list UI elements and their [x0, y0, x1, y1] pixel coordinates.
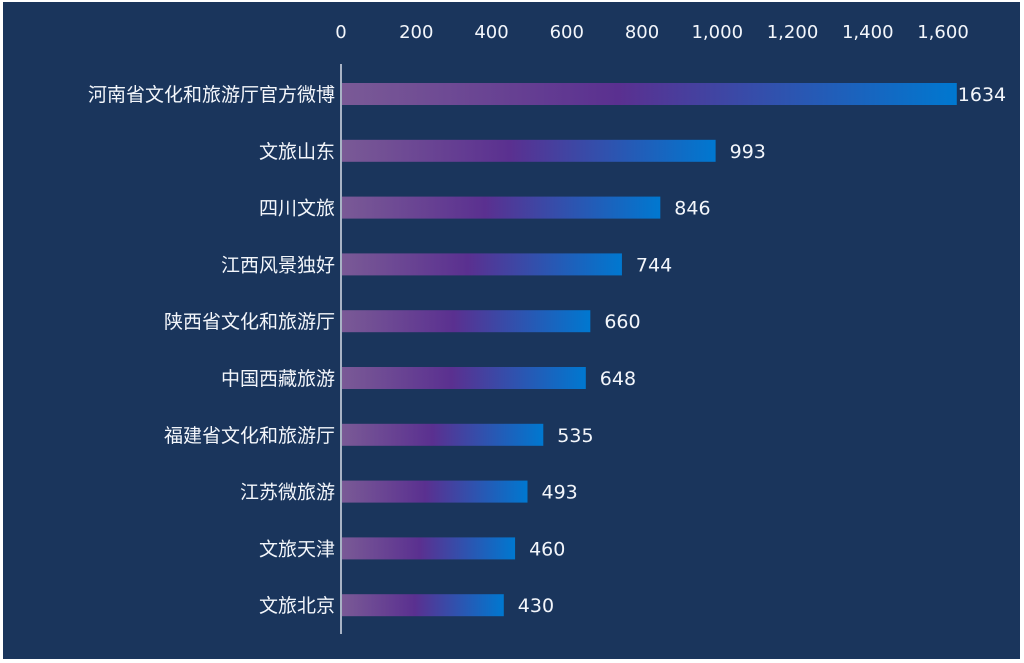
- category-label: 河南省文化和旅游厅官方微博: [88, 84, 335, 106]
- category-label: 中国西藏旅游: [221, 368, 335, 390]
- bar-series: 河南省文化和旅游厅官方微博 1634 文旅山东 993 四川文旅 846 江西风景独好 744…: [88, 83, 1006, 617]
- chart-panel: 0 200 400 600 800 1,000 1,200 1,400 1,600 河南省文化和…: [3, 2, 1020, 659]
- category-label: 四川文旅: [259, 198, 335, 220]
- value-label: 535: [557, 425, 593, 447]
- bar: [342, 423, 544, 446]
- bar: [342, 310, 591, 333]
- category-label: 文旅山东: [259, 141, 335, 163]
- category-label: 文旅天津: [259, 538, 335, 560]
- category-label: 陕西省文化和旅游厅: [164, 311, 335, 333]
- bar: [342, 196, 661, 219]
- x-tick-label: 1,600: [917, 22, 969, 43]
- x-tick-label: 1,200: [767, 22, 819, 43]
- bar: [342, 253, 622, 276]
- x-axis: 0 200 400 600 800 1,000 1,200 1,400 1,600: [335, 22, 968, 43]
- bar: [342, 537, 516, 560]
- x-tick-label: 400: [474, 22, 508, 43]
- bar: [342, 594, 504, 617]
- x-tick-label: 1,400: [842, 22, 894, 43]
- category-label: 文旅北京: [259, 595, 335, 617]
- value-label: 430: [518, 595, 554, 617]
- value-label: 660: [604, 311, 640, 333]
- bar: [342, 139, 716, 162]
- bar: [342, 367, 586, 389]
- value-label: 993: [730, 141, 766, 163]
- value-label: 648: [600, 368, 636, 390]
- value-label: 1634: [958, 84, 1006, 106]
- value-label: 846: [674, 198, 710, 220]
- category-label: 福建省文化和旅游厅: [164, 425, 335, 447]
- bar: [342, 480, 528, 503]
- category-label: 江西风景独好: [221, 254, 335, 276]
- category-label: 江苏微旅游: [240, 482, 335, 504]
- bar-chart: 0 200 400 600 800 1,000 1,200 1,400 1,600 河南省文化和…: [88, 22, 1006, 634]
- value-label: 493: [541, 482, 577, 504]
- x-tick-label: 1,000: [691, 22, 743, 43]
- bar: [342, 83, 957, 105]
- x-tick-label: 600: [550, 22, 584, 43]
- x-tick-label: 800: [625, 22, 659, 43]
- value-label: 744: [636, 254, 672, 276]
- x-tick-label: 0: [335, 22, 346, 43]
- value-label: 460: [529, 538, 565, 560]
- x-tick-label: 200: [399, 22, 433, 43]
